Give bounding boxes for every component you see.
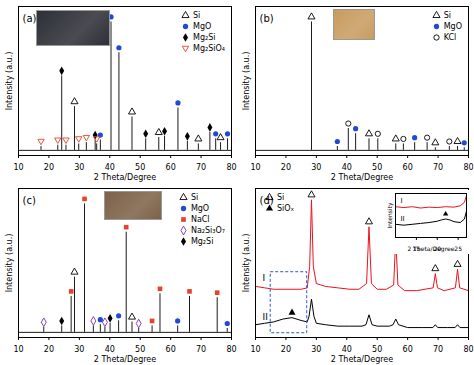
svg-text:I: I bbox=[263, 273, 266, 283]
svg-text:2 Theta/Degree: 2 Theta/Degree bbox=[94, 173, 156, 182]
svg-text:70: 70 bbox=[196, 345, 206, 354]
svg-text:10: 10 bbox=[250, 345, 260, 354]
svg-text:2 Theta/Degree: 2 Theta/Degree bbox=[94, 355, 156, 364]
svg-text:I: I bbox=[401, 197, 403, 205]
svg-text:60: 60 bbox=[166, 345, 176, 354]
svg-text:Intensity (a.u.): Intensity (a.u.) bbox=[242, 234, 251, 293]
svg-text:40: 40 bbox=[105, 163, 115, 172]
svg-text:(b): (b) bbox=[260, 13, 274, 24]
svg-text:40: 40 bbox=[342, 345, 352, 354]
svg-text:20: 20 bbox=[44, 163, 54, 172]
html-text:Mg₂SiO₄: Mg₂SiO₄ bbox=[193, 44, 225, 53]
svg-text:10: 10 bbox=[13, 163, 23, 172]
html-text:Na₂Si₃O₇: Na₂Si₃O₇ bbox=[190, 226, 225, 235]
svg-text:30: 30 bbox=[74, 163, 84, 172]
svg-text:II: II bbox=[263, 312, 268, 322]
html-text:MgO: MgO bbox=[190, 204, 210, 213]
svg-text:80: 80 bbox=[226, 345, 236, 354]
svg-text:2 Theta/Degree: 2 Theta/Degree bbox=[331, 355, 393, 364]
svg-text:Intensity (a.u.): Intensity (a.u.) bbox=[242, 52, 251, 111]
html-text:Mg₂Si: Mg₂Si bbox=[193, 33, 216, 42]
html-text:Si: Si bbox=[190, 193, 199, 202]
svg-text:60: 60 bbox=[166, 163, 176, 172]
svg-text:Intensity (a.u.): Intensity (a.u.) bbox=[5, 234, 14, 293]
svg-text:10: 10 bbox=[250, 163, 260, 172]
svg-text:50: 50 bbox=[372, 163, 382, 172]
svg-text:70: 70 bbox=[196, 163, 206, 172]
svg-text:60: 60 bbox=[403, 345, 413, 354]
html-text:Si: Si bbox=[277, 193, 285, 202]
svg-text:40: 40 bbox=[342, 163, 352, 172]
html-text:MgO: MgO bbox=[193, 22, 212, 31]
svg-text:50: 50 bbox=[372, 345, 382, 354]
svg-text:40: 40 bbox=[105, 345, 115, 354]
html-text:Si: Si bbox=[193, 11, 201, 20]
svg-text:30: 30 bbox=[74, 345, 84, 354]
html-text:MgO: MgO bbox=[443, 22, 462, 31]
html-text:Mg₂Si: Mg₂Si bbox=[190, 237, 214, 246]
svg-text:(a): (a) bbox=[23, 13, 37, 24]
svg-text:II: II bbox=[401, 215, 405, 223]
svg-text:(d): (d) bbox=[259, 194, 274, 206]
svg-text:30: 30 bbox=[311, 163, 321, 172]
svg-text:70: 70 bbox=[433, 163, 443, 172]
svg-text:80: 80 bbox=[463, 163, 473, 172]
svg-text:30: 30 bbox=[311, 345, 321, 354]
html-text:Si: Si bbox=[443, 11, 451, 20]
svg-text:25: 25 bbox=[454, 245, 462, 252]
svg-text:80: 80 bbox=[226, 163, 236, 172]
svg-text:50: 50 bbox=[135, 345, 145, 354]
svg-text:2 Theta/Degree: 2 Theta/Degree bbox=[331, 173, 393, 182]
svg-text:(c): (c) bbox=[23, 195, 36, 206]
svg-text:10: 10 bbox=[13, 345, 23, 354]
svg-text:20: 20 bbox=[281, 163, 291, 172]
html-text:NaCl: NaCl bbox=[190, 215, 210, 224]
svg-text:Intensity: Intensity bbox=[386, 202, 394, 229]
html-text:SiOₓ: SiOₓ bbox=[277, 204, 295, 213]
svg-text:Intensity (a.u.): Intensity (a.u.) bbox=[5, 52, 14, 111]
svg-text:50: 50 bbox=[135, 163, 145, 172]
svg-text:70: 70 bbox=[433, 345, 443, 354]
svg-text:20: 20 bbox=[281, 345, 291, 354]
svg-text:80: 80 bbox=[463, 345, 473, 354]
svg-text:2 Theta/Degree: 2 Theta/Degree bbox=[408, 245, 455, 253]
svg-text:20: 20 bbox=[44, 345, 54, 354]
svg-text:60: 60 bbox=[403, 163, 413, 172]
html-text:KCl: KCl bbox=[443, 33, 457, 42]
